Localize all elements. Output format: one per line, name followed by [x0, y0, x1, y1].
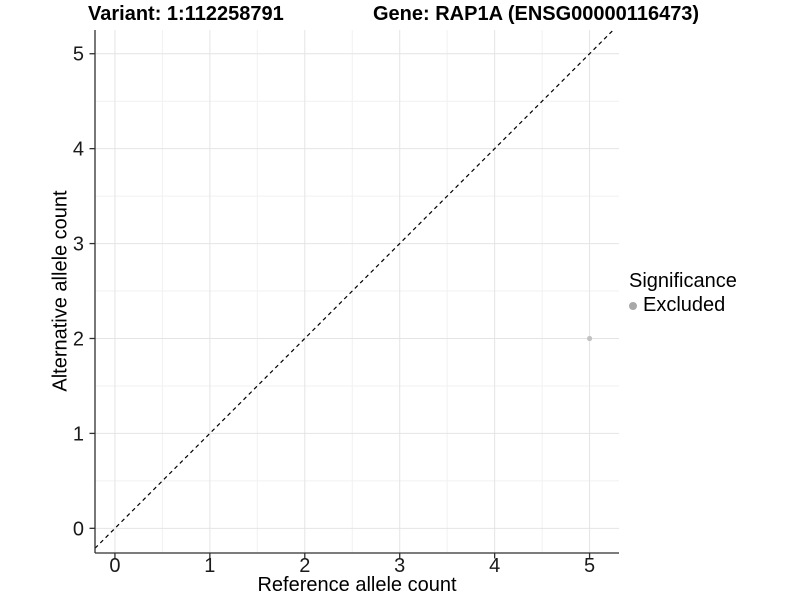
y-tick-label: 3 [73, 234, 84, 256]
legend-item-excluded: Excluded [629, 294, 737, 317]
x-tick-label: 2 [299, 555, 310, 577]
y-tick-label: 4 [73, 139, 84, 161]
x-tick-label: 3 [394, 555, 405, 577]
x-tick-label: 5 [584, 555, 595, 577]
y-tick-label: 5 [73, 44, 84, 66]
x-axis-title: Reference allele count [257, 574, 457, 596]
legend-item-label: Excluded [643, 294, 726, 316]
x-tick-label: 0 [109, 555, 120, 577]
legend: Significance Excluded [629, 270, 737, 317]
legend-title: Significance [629, 270, 737, 292]
data-point [586, 335, 593, 342]
x-tick-label: 1 [204, 555, 215, 577]
x-tick-label: 4 [489, 555, 500, 577]
plot-title-gene: Gene: RAP1A (ENSG00000116473) [373, 3, 700, 25]
identity-dashed-line [94, 29, 614, 549]
y-axis-title: Alternative allele count [49, 190, 72, 392]
y-tick-label: 2 [73, 328, 84, 350]
y-tick-label: 1 [73, 423, 84, 445]
y-tick-label: 0 [73, 518, 84, 540]
legend-point-icon [629, 301, 637, 310]
plot-title-variant: Variant: 1:112258791 [88, 3, 284, 25]
